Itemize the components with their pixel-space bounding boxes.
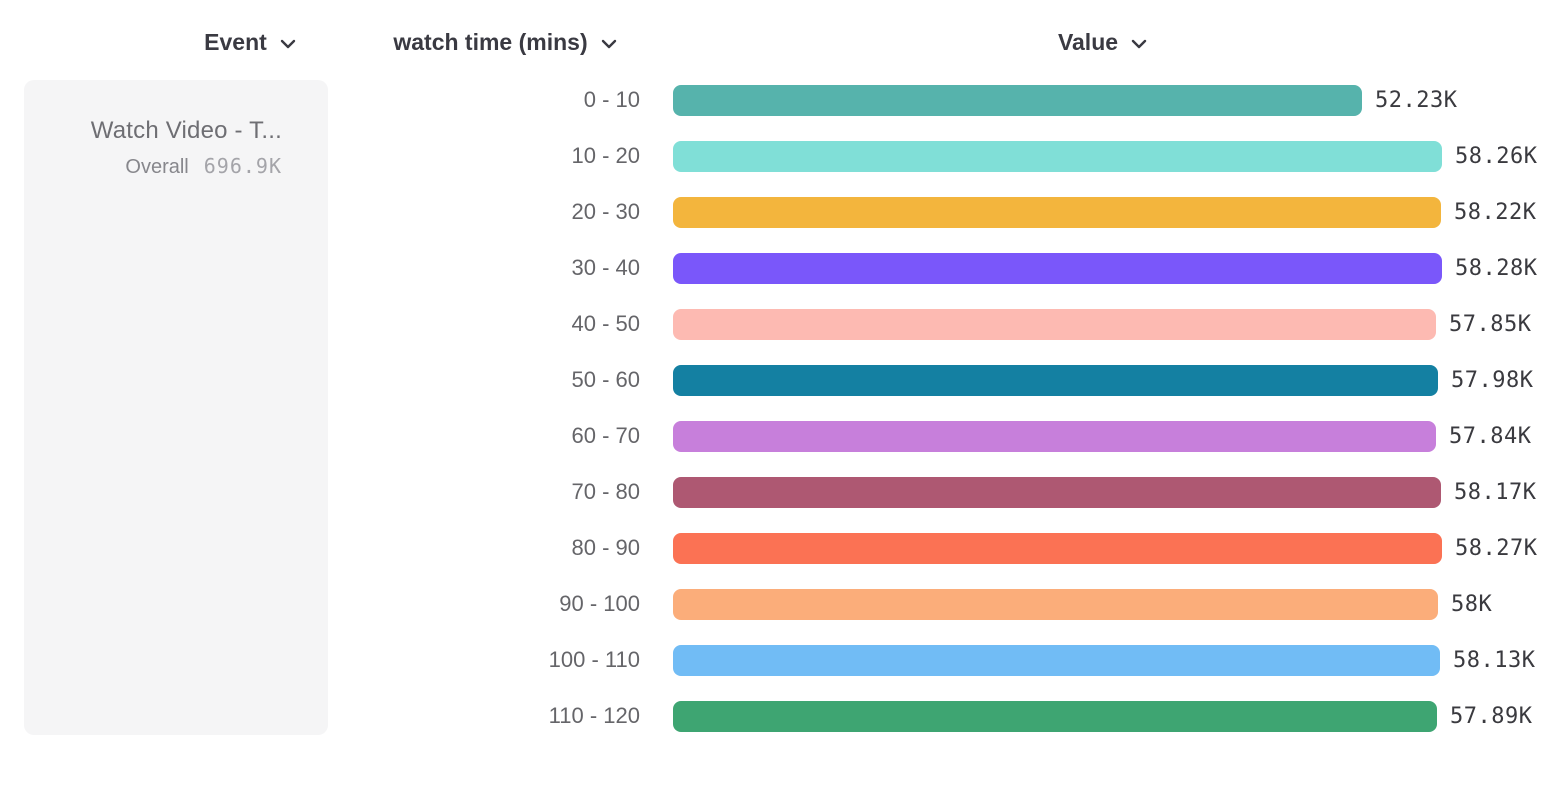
bar-segment[interactable] (673, 140, 1442, 172)
legend-overall-row: Overall 696.9K (24, 154, 282, 179)
chart-row: 20 - 30 58.22K (0, 184, 1568, 240)
chart-row: 70 - 80 58.17K (0, 464, 1568, 520)
category-label: 80 - 90 (571, 535, 641, 560)
bar-segment[interactable] (673, 420, 1436, 452)
bar-segment[interactable] (673, 364, 1438, 396)
chart-row: 80 - 90 58.27K (0, 520, 1568, 576)
bar-segment[interactable] (673, 700, 1437, 732)
chart-row: 100 - 110 58.13K (0, 632, 1568, 688)
legend-item-watch-video[interactable]: Watch Video - T... Overall 696.9K (24, 80, 328, 179)
bar-segment[interactable] (673, 476, 1441, 508)
bar-segment[interactable] (673, 196, 1441, 228)
value-column-header[interactable]: Value (1025, 26, 1180, 58)
chevron-down-icon (1131, 39, 1147, 49)
category-label: 60 - 70 (571, 423, 641, 448)
category-label: 10 - 20 (571, 143, 641, 168)
chart-row: 30 - 40 58.28K (0, 240, 1568, 296)
category-label: 100 - 110 (548, 647, 640, 672)
bar-segment[interactable] (673, 532, 1442, 564)
value-label: 58.28K (1455, 255, 1538, 281)
value-label: 57.85K (1449, 311, 1532, 337)
category-label: 70 - 80 (571, 479, 641, 504)
bar-segment[interactable] (673, 588, 1438, 620)
legend-event-name: Watch Video - T... (90, 117, 282, 144)
category-label: 30 - 40 (571, 255, 641, 280)
event-column-label: Event (204, 28, 267, 55)
value-label: 57.98K (1451, 367, 1534, 393)
bar-segment[interactable] (673, 644, 1440, 676)
overall-label: Overall (125, 156, 189, 178)
chevron-down-icon (601, 39, 617, 49)
chart-row: 0 - 10 52.23K (0, 72, 1568, 128)
chart-row: 50 - 60 57.98K (0, 352, 1568, 408)
event-column-header[interactable]: Event (175, 26, 325, 58)
chart-row: 40 - 50 57.85K (0, 296, 1568, 352)
value-label: 57.84K (1449, 423, 1532, 449)
value-label: 58K (1451, 591, 1493, 617)
bar-segment[interactable] (673, 308, 1436, 340)
event-legend-panel: Watch Video - T... Overall 696.9K (24, 80, 328, 735)
breakdown-column-label: watch time (mins) (393, 28, 588, 55)
overall-value: 696.9K (203, 154, 282, 178)
breakdown-column-header[interactable]: watch time (mins) (385, 26, 625, 58)
value-column-label: Value (1057, 28, 1119, 55)
value-label: 58.26K (1455, 143, 1538, 169)
category-label: 40 - 50 (571, 311, 641, 336)
category-label: 20 - 30 (571, 199, 641, 224)
value-label: 57.89K (1450, 703, 1533, 729)
value-label: 58.13K (1453, 647, 1536, 673)
chevron-down-icon (280, 39, 296, 49)
category-label: 0 - 10 (583, 87, 640, 112)
category-label: 90 - 100 (559, 591, 640, 616)
bar-chart: 0 - 10 52.23K 10 - 20 58.26K 20 - 30 58.22K 30… (0, 72, 1568, 744)
value-label: 58.27K (1455, 535, 1538, 561)
chart-row: 60 - 70 57.84K (0, 408, 1568, 464)
category-label: 50 - 60 (571, 367, 641, 392)
chart-row: 110 - 120 57.89K (0, 688, 1568, 744)
value-label: 58.22K (1454, 199, 1537, 225)
bar-segment[interactable] (673, 252, 1442, 284)
bar-segment[interactable] (673, 84, 1362, 116)
category-label: 110 - 120 (548, 703, 640, 728)
chart-row: 10 - 20 58.26K (0, 128, 1568, 184)
value-label: 58.17K (1454, 479, 1537, 505)
value-label: 52.23K (1375, 87, 1458, 113)
chart-row: 90 - 100 58K (0, 576, 1568, 632)
